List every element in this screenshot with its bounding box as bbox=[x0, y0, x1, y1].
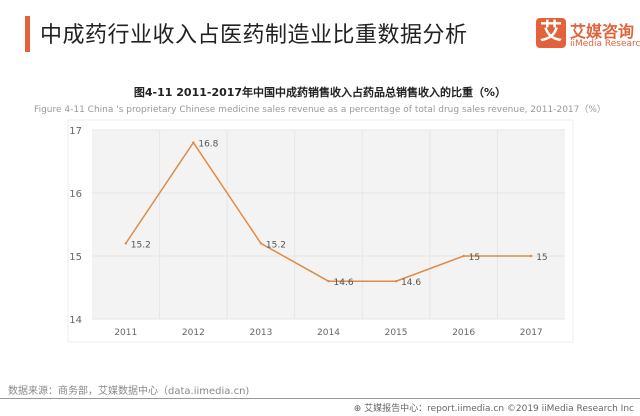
logo-en: iiMedia Research bbox=[570, 39, 640, 49]
data-point bbox=[192, 141, 195, 144]
data-label: 15 bbox=[469, 253, 480, 263]
data-label: 15.2 bbox=[131, 240, 151, 250]
footer-divider bbox=[0, 398, 640, 399]
data-label: 14.6 bbox=[401, 278, 421, 288]
data-label: 16.8 bbox=[198, 140, 218, 150]
data-label: 14.6 bbox=[334, 278, 354, 288]
x-tick-label: 2012 bbox=[182, 328, 205, 338]
chart-title: 图4-11 2011-2017年中国中成药销售收入占药品总销售收入的比重（%） bbox=[133, 86, 507, 99]
x-tick-label: 2016 bbox=[452, 328, 475, 338]
copyright-text: 艾媒报告中心：report.iimedia.cn ©2019 iiMedia R… bbox=[364, 404, 634, 414]
y-tick-label: 16 bbox=[69, 189, 82, 200]
x-tick-label: 2015 bbox=[385, 328, 408, 338]
data-point bbox=[530, 254, 533, 258]
data-point bbox=[462, 254, 465, 258]
data-point bbox=[394, 280, 398, 283]
data-label: 15.2 bbox=[266, 240, 286, 250]
data-point bbox=[124, 242, 127, 245]
page-title: 中成药行业收入占医药制造业比重数据分析 bbox=[40, 23, 468, 48]
footer-copyright: ⊕ 艾媒报告中心：report.iimedia.cn ©2019 iiMedia… bbox=[354, 401, 634, 414]
y-tick-label: 15 bbox=[69, 252, 82, 263]
data-label: 15 bbox=[536, 253, 547, 263]
data-point bbox=[259, 242, 263, 245]
logo-mark: 艾 bbox=[536, 18, 566, 48]
chart-frame bbox=[67, 119, 574, 343]
y-tick-label: 14 bbox=[69, 315, 82, 326]
globe-icon: ⊕ bbox=[353, 404, 362, 414]
data-point bbox=[327, 280, 330, 283]
x-tick-label: 2013 bbox=[249, 328, 272, 338]
chart-subtitle: Figure 4-11 China 's proprietary Chinese… bbox=[34, 105, 606, 115]
title-accent-bar bbox=[25, 16, 30, 52]
x-tick-label: 2011 bbox=[114, 328, 137, 338]
plot-area bbox=[92, 130, 565, 319]
iimedia-logo: 艾 艾媒咨询 iiMedia Research bbox=[536, 18, 640, 58]
y-tick-label: 17 bbox=[69, 126, 82, 137]
x-tick-label: 2014 bbox=[317, 328, 340, 338]
data-source: 数据来源：商务部，艾媒数据中心（data.iimedia.cn) bbox=[8, 386, 250, 397]
logo-cn: 艾媒咨询 bbox=[570, 22, 635, 41]
x-tick-label: 2017 bbox=[520, 328, 543, 338]
